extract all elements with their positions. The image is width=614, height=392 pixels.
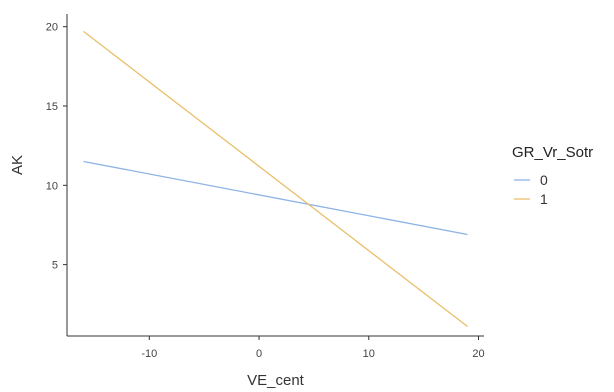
legend-title: GR_Vr_Sotr <box>512 144 593 161</box>
x-axis-ticks: -10 0 10 20 <box>141 336 485 360</box>
x-tick-label: 0 <box>256 348 262 360</box>
y-axis-ticks: 5 10 15 20 <box>46 22 67 272</box>
legend-label-0: 0 <box>540 172 548 188</box>
legend: GR_Vr_Sotr 0 1 <box>512 144 593 207</box>
x-tick-label: 10 <box>363 348 375 360</box>
y-tick-label: 20 <box>46 22 58 34</box>
x-tick-label: -10 <box>141 348 157 360</box>
plot-area: -10 0 10 20 5 10 15 20 <box>46 14 485 360</box>
y-axis-title: AK <box>9 155 26 175</box>
series-line-1 <box>83 30 468 328</box>
series-lines <box>83 30 468 328</box>
y-tick-label: 15 <box>46 101 58 113</box>
legend-label-1: 1 <box>540 191 548 207</box>
y-tick-label: 10 <box>46 180 58 192</box>
x-tick-label: 20 <box>472 348 484 360</box>
y-tick-label: 5 <box>52 260 58 272</box>
series-line-0 <box>83 160 468 236</box>
x-axis-title: VE_cent <box>247 372 305 389</box>
